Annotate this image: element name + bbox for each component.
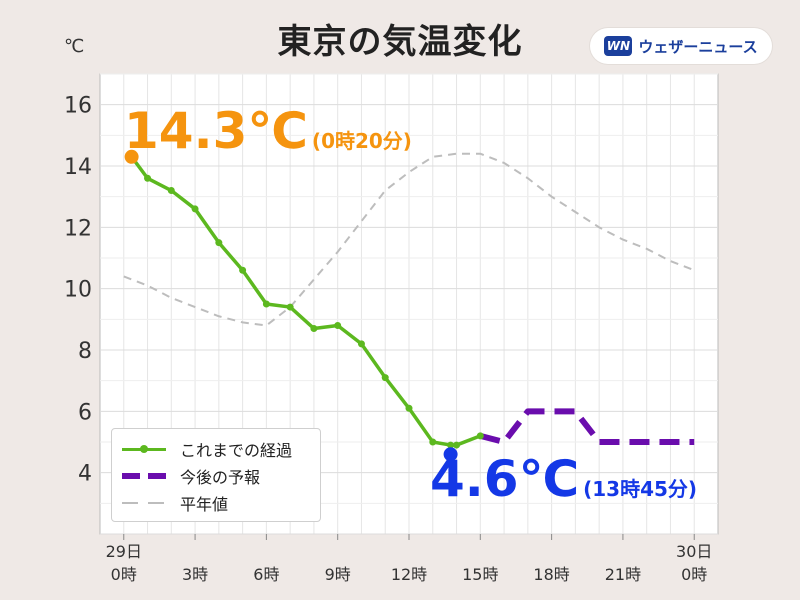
y-tick-label: 14 bbox=[64, 155, 92, 180]
y-tick-label: 8 bbox=[78, 339, 92, 364]
observed-point bbox=[357, 340, 365, 348]
legend-item-forecast: 今後の予報 bbox=[122, 462, 310, 489]
series-layer bbox=[123, 152, 695, 449]
min-temp-annotation: 4.6℃ (13時45分) bbox=[430, 450, 697, 508]
x-tick-label-date: 29日 bbox=[106, 542, 142, 561]
weathernews-logo: WN ウェザーニュース bbox=[590, 28, 772, 64]
y-axis: 4 6 8 10 12 14 16 bbox=[64, 94, 92, 487]
y-tick-label: 4 bbox=[78, 462, 92, 487]
y-tick-label: 16 bbox=[64, 94, 92, 119]
y-axis-unit: ℃ bbox=[64, 36, 84, 57]
legend-item-observed: これまでの経過 bbox=[122, 435, 310, 462]
x-axis: 29日 0時 3時 6時 9時 12時 15時 18時 21時 30日 0時 bbox=[106, 534, 712, 584]
observed-point bbox=[191, 205, 199, 213]
observed-point bbox=[381, 374, 389, 382]
x-tick-label-hour: 12時 bbox=[391, 565, 427, 584]
logo-mark: WN bbox=[604, 36, 633, 56]
legend: これまでの経過 今後の予報 平年値 bbox=[111, 428, 321, 522]
max-temp-marker bbox=[124, 149, 139, 164]
y-tick-label: 12 bbox=[64, 216, 92, 241]
legend-swatch-observed bbox=[122, 442, 166, 456]
chart-title: 東京の気温変化 bbox=[277, 22, 523, 62]
x-tick-label-hour: 0時 bbox=[111, 565, 137, 584]
series-line-forecast bbox=[479, 408, 695, 445]
observed-point bbox=[334, 321, 342, 329]
observed-point bbox=[167, 187, 175, 195]
highlight-layer bbox=[124, 149, 458, 462]
legend-label: 今後の予報 bbox=[180, 467, 261, 487]
observed-point bbox=[286, 303, 294, 311]
min-temp-value: 4.6℃ bbox=[430, 450, 580, 508]
observed-point bbox=[262, 300, 270, 308]
logo-text: ウェザーニュース bbox=[638, 37, 758, 56]
x-tick-label-hour: 6時 bbox=[253, 565, 279, 584]
legend-label: 平年値 bbox=[180, 494, 229, 514]
observed-point bbox=[405, 404, 413, 412]
observed-point bbox=[476, 432, 484, 440]
min-temp-time: (13時45分) bbox=[583, 477, 698, 501]
legend-swatch-normal bbox=[122, 496, 166, 510]
x-tick-label-date: 30日 bbox=[676, 542, 712, 561]
legend-swatch-forecast bbox=[122, 469, 166, 483]
observed-point bbox=[447, 441, 455, 449]
series-line-normal bbox=[123, 152, 695, 327]
observed-point bbox=[144, 174, 152, 182]
x-tick-label-hour: 0時 bbox=[681, 565, 707, 584]
x-tick-label-hour: 3時 bbox=[182, 565, 208, 584]
observed-point bbox=[453, 441, 461, 449]
min-temp-marker bbox=[443, 447, 458, 462]
max-temp-value: 14.3℃ bbox=[124, 102, 308, 160]
observed-point bbox=[239, 266, 247, 274]
observed-point bbox=[429, 438, 437, 446]
y-tick-label: 10 bbox=[64, 278, 92, 303]
x-tick-label-hour: 18時 bbox=[533, 565, 569, 584]
legend-item-normal: 平年値 bbox=[122, 489, 310, 516]
x-tick-label-hour: 9時 bbox=[325, 565, 351, 584]
x-tick-label-hour: 15時 bbox=[462, 565, 498, 584]
y-tick-label: 6 bbox=[78, 400, 92, 425]
max-temp-time: (0時20分) bbox=[311, 129, 412, 153]
legend-label: これまでの経過 bbox=[180, 440, 293, 460]
observed-point bbox=[310, 325, 318, 333]
observed-point bbox=[215, 239, 223, 247]
x-tick-label-hour: 21時 bbox=[605, 565, 641, 584]
max-temp-annotation: 14.3℃ (0時20分) bbox=[124, 102, 412, 160]
